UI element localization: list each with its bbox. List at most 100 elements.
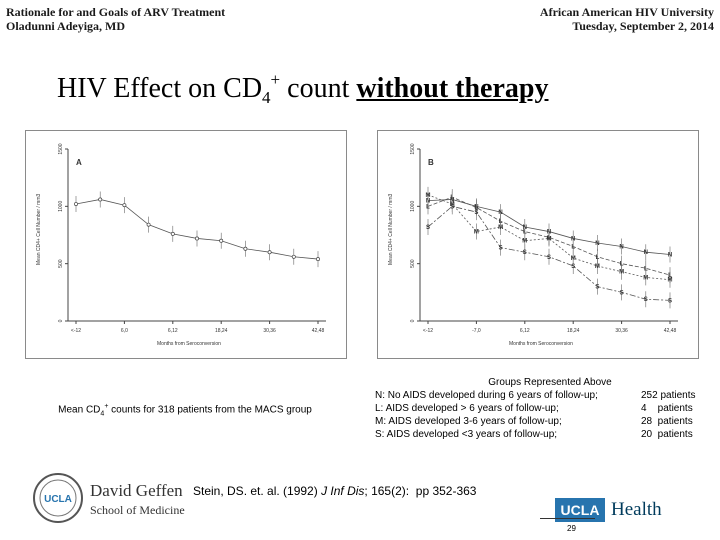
x-tick-label: -7,0 bbox=[472, 328, 481, 334]
y-tick-label: 0 bbox=[410, 319, 416, 322]
x-axis-label: Months from Seroconversion bbox=[157, 341, 221, 347]
x-tick-label: 18,24 bbox=[567, 328, 580, 334]
caption-text: Mean CD bbox=[58, 404, 101, 416]
legend-row-count: 252 patients bbox=[641, 390, 696, 401]
y-tick-label: 1000 bbox=[410, 201, 416, 212]
data-point-M: M bbox=[595, 264, 600, 270]
title-superscript: + bbox=[270, 70, 281, 89]
legend-row-desc: M: AIDS developed 3-6 years of follow-up… bbox=[375, 416, 562, 427]
title-text: HIV Effect on CD bbox=[57, 73, 263, 104]
chart-a-caption: Mean CD4+ counts for 318 patients from t… bbox=[0, 403, 370, 417]
header-left: Rationale for and Goals of ARV Treatment… bbox=[6, 5, 225, 33]
citation-authors: Stein, DS. et. al. (1992) bbox=[193, 484, 322, 498]
seal-label: UCLA bbox=[44, 494, 72, 505]
event-name: African American HIV University bbox=[539, 5, 714, 19]
data-point-L: L bbox=[571, 244, 575, 250]
legend-row: M: AIDS developed 3-6 years of follow-up… bbox=[375, 415, 705, 428]
chart-panel-a: 0 500 1000 1500 <-12 6,0 6,12 18,24 30,36 42,48 Mo… bbox=[25, 130, 347, 359]
chart-b-svg: 0 500 1000 1500 <-12 -7,0 6,12 18,24 30,36 42,48 M… bbox=[388, 143, 678, 347]
y-axis-label: Mean CD4+ Cell Number / mm3 bbox=[36, 194, 42, 265]
x-tick-label: 42,48 bbox=[312, 328, 325, 334]
title-subscript: 4 bbox=[262, 88, 271, 107]
title-text-mid: count bbox=[280, 73, 357, 104]
x-tick-label: 42,48 bbox=[664, 328, 677, 334]
citation-journal: J Inf Dis bbox=[321, 484, 365, 498]
data-point bbox=[122, 203, 127, 208]
x-tick-label: 30,36 bbox=[615, 328, 628, 334]
citation: Stein, DS. et. al. (1992) J Inf Dis; 165… bbox=[193, 484, 476, 498]
panel-label: B bbox=[428, 158, 434, 167]
data-point-M: M bbox=[474, 230, 479, 236]
data-point-S: S bbox=[644, 297, 648, 303]
x-tick-label: <-12 bbox=[423, 328, 433, 334]
data-point-M: M bbox=[522, 239, 527, 245]
logo-school-name: School of Medicine bbox=[90, 503, 185, 517]
data-point bbox=[170, 231, 175, 236]
x-tick-label: 6,12 bbox=[168, 328, 178, 334]
data-point bbox=[146, 222, 151, 227]
legend-row-desc: N: No AIDS developed during 6 years of f… bbox=[375, 390, 598, 401]
series-line-L bbox=[427, 196, 671, 276]
y-tick-label: 1500 bbox=[58, 143, 64, 154]
y-tick-label: 0 bbox=[58, 319, 64, 322]
data-point bbox=[243, 246, 248, 251]
geffen-logo: UCLA David Geffen School of Medicine bbox=[30, 470, 200, 526]
data-point-L: L bbox=[596, 255, 600, 261]
legend-row-count: 28 patients bbox=[641, 416, 693, 427]
chart-a-svg: 0 500 1000 1500 <-12 6,0 6,12 18,24 30,36 42,48 Mo… bbox=[36, 143, 326, 347]
data-point-N: N bbox=[498, 210, 502, 216]
data-point bbox=[291, 254, 296, 259]
y-tick-label: 1000 bbox=[58, 201, 64, 212]
data-point-L: L bbox=[644, 266, 648, 272]
y-tick-label: 500 bbox=[58, 259, 64, 268]
seal-inner-ring bbox=[39, 479, 77, 517]
series-line-M bbox=[427, 194, 671, 281]
data-point bbox=[267, 250, 272, 255]
citation-details: ; 165(2): pp 352-363 bbox=[364, 484, 477, 498]
title-emphasis: without therapy bbox=[356, 73, 549, 104]
caption-subscript: 4 bbox=[100, 410, 105, 418]
legend-row-count: 4 patients bbox=[641, 403, 693, 414]
x-tick-label: 30,36 bbox=[263, 328, 276, 334]
data-point bbox=[98, 197, 103, 202]
data-point-N: N bbox=[595, 241, 599, 247]
data-point bbox=[74, 202, 78, 206]
page-number-rule bbox=[540, 518, 595, 519]
legend-row-desc: L: AIDS developed > 6 years of follow-up… bbox=[375, 403, 559, 414]
data-point-S: S bbox=[620, 290, 624, 296]
y-axis-label: Mean CD4+ Cell Number / mm3 bbox=[388, 194, 394, 265]
page-number: 29 bbox=[567, 524, 576, 533]
data-point bbox=[195, 236, 199, 241]
legend-row: S: AIDS developed <3 years of follow-up;… bbox=[375, 428, 705, 441]
header-right: African American HIV University Tuesday,… bbox=[540, 5, 714, 33]
slide-title: HIV Effect on CD4+ count without therapy bbox=[57, 70, 548, 108]
event-date: Tuesday, September 2, 2014 bbox=[572, 19, 714, 33]
data-point-M: M bbox=[426, 193, 431, 199]
data-point-L: L bbox=[523, 230, 527, 236]
data-point-S: S bbox=[426, 225, 430, 231]
legend-row-count: 20 patients bbox=[641, 429, 693, 440]
data-point-N: N bbox=[619, 244, 623, 250]
data-point-S: S bbox=[474, 210, 478, 216]
data-point-M: M bbox=[643, 275, 648, 281]
y-tick-label: 500 bbox=[410, 259, 416, 268]
data-point bbox=[316, 257, 320, 262]
caption-superscript: + bbox=[104, 403, 109, 410]
legend-title: Groups Represented Above bbox=[488, 377, 612, 388]
geffen-logo-svg: UCLA David Geffen School of Medicine bbox=[33, 473, 185, 523]
data-point-M: M bbox=[547, 236, 552, 242]
data-point-N: N bbox=[668, 252, 672, 258]
data-point bbox=[219, 238, 224, 243]
x-tick-label: 18,24 bbox=[215, 328, 228, 334]
series-line-a bbox=[75, 199, 319, 260]
ucla-box: UCLA bbox=[555, 498, 605, 522]
y-tick-label: 1500 bbox=[410, 143, 416, 154]
data-point-S: S bbox=[547, 255, 551, 261]
data-point-M: M bbox=[668, 278, 673, 284]
data-point-N: N bbox=[644, 250, 648, 256]
legend-row-desc: S: AIDS developed <3 years of follow-up; bbox=[375, 429, 558, 440]
data-point-S: S bbox=[668, 298, 672, 304]
data-point-S: S bbox=[523, 250, 527, 256]
data-point-S: S bbox=[450, 204, 454, 210]
data-point-L: L bbox=[426, 204, 430, 210]
